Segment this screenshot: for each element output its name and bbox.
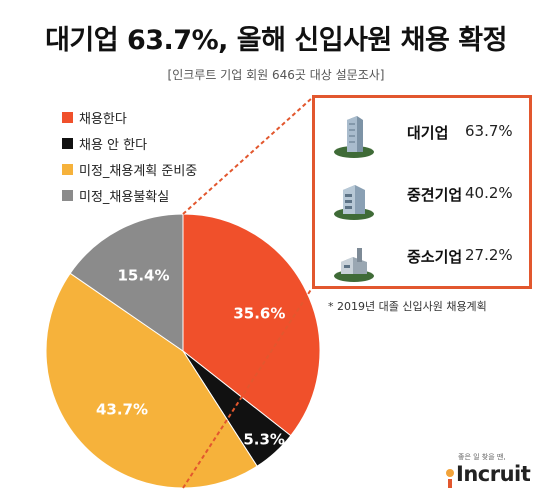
legend-label: 미정_채용불확실 — [79, 189, 170, 205]
legend-label: 미정_채용계획 준비중 — [79, 163, 198, 179]
factory-icon — [334, 248, 374, 282]
panel-row-large: 대기업 63.7% — [315, 106, 529, 162]
page-title: 대기업 63.7%, 올해 신입사원 채용 확정 — [45, 25, 507, 56]
office-building-icon — [334, 185, 374, 220]
logo-dot-icon — [446, 469, 454, 477]
legend-label: 채용 안 한다 — [79, 137, 148, 153]
pie-slice — [69, 213, 184, 352]
legend-swatch — [62, 137, 73, 149]
legend-item: 채용한다 — [62, 104, 197, 130]
pie-slice — [45, 272, 258, 489]
panel-row-mid: 중견기업 40.2% — [315, 168, 529, 224]
callout-line-top — [182, 97, 313, 215]
company-size-label: 대기업 — [407, 124, 449, 142]
legend-item: 채용 안 한다 — [62, 130, 197, 156]
company-size-panel: 대기업 63.7% 중견기업 40.2% 중소기업 — [312, 95, 532, 289]
company-size-label: 중소기업 — [407, 248, 463, 266]
company-size-label: 중견기업 — [407, 186, 463, 204]
pie-slice-label: 35.6% — [233, 304, 285, 322]
incruit-logo: 좋은 일 찾을 땐, Incruit — [440, 452, 540, 496]
legend-label: 채용한다 — [79, 111, 127, 127]
page-subtitle: [인크루트 기업 회원 646곳 대상 설문조사] — [167, 68, 385, 82]
pie-slice — [182, 213, 321, 437]
logo-tagline: 좋은 일 찾을 땐, — [458, 453, 506, 461]
legend-swatch — [62, 163, 73, 175]
pie-slice-label: 15.4% — [117, 266, 169, 284]
logo-bar-icon — [448, 479, 452, 488]
pie-slice-label: 43.7% — [96, 401, 148, 419]
callout-line-bottom — [182, 287, 313, 489]
company-size-value: 40.2% — [465, 184, 513, 202]
legend-item: 미정_채용불확실 — [62, 182, 197, 208]
legend-item: 미정_채용계획 준비중 — [62, 156, 197, 182]
company-size-value: 63.7% — [465, 122, 513, 140]
skyscraper-icon — [334, 116, 374, 158]
pie-slice-label: 5.3% — [243, 431, 285, 449]
legend-swatch — [62, 111, 73, 123]
panel-row-small: 중소기업 27.2% — [315, 230, 529, 286]
logo-wordmark: Incruit — [456, 462, 531, 486]
legend-swatch — [62, 189, 73, 201]
company-size-value: 27.2% — [465, 246, 513, 264]
footnote: * 2019년 대졸 신입사원 채용계획 — [328, 300, 487, 313]
chart-legend: 채용한다 채용 안 한다 미정_채용계획 준비중 미정_채용불확실 — [62, 104, 197, 208]
